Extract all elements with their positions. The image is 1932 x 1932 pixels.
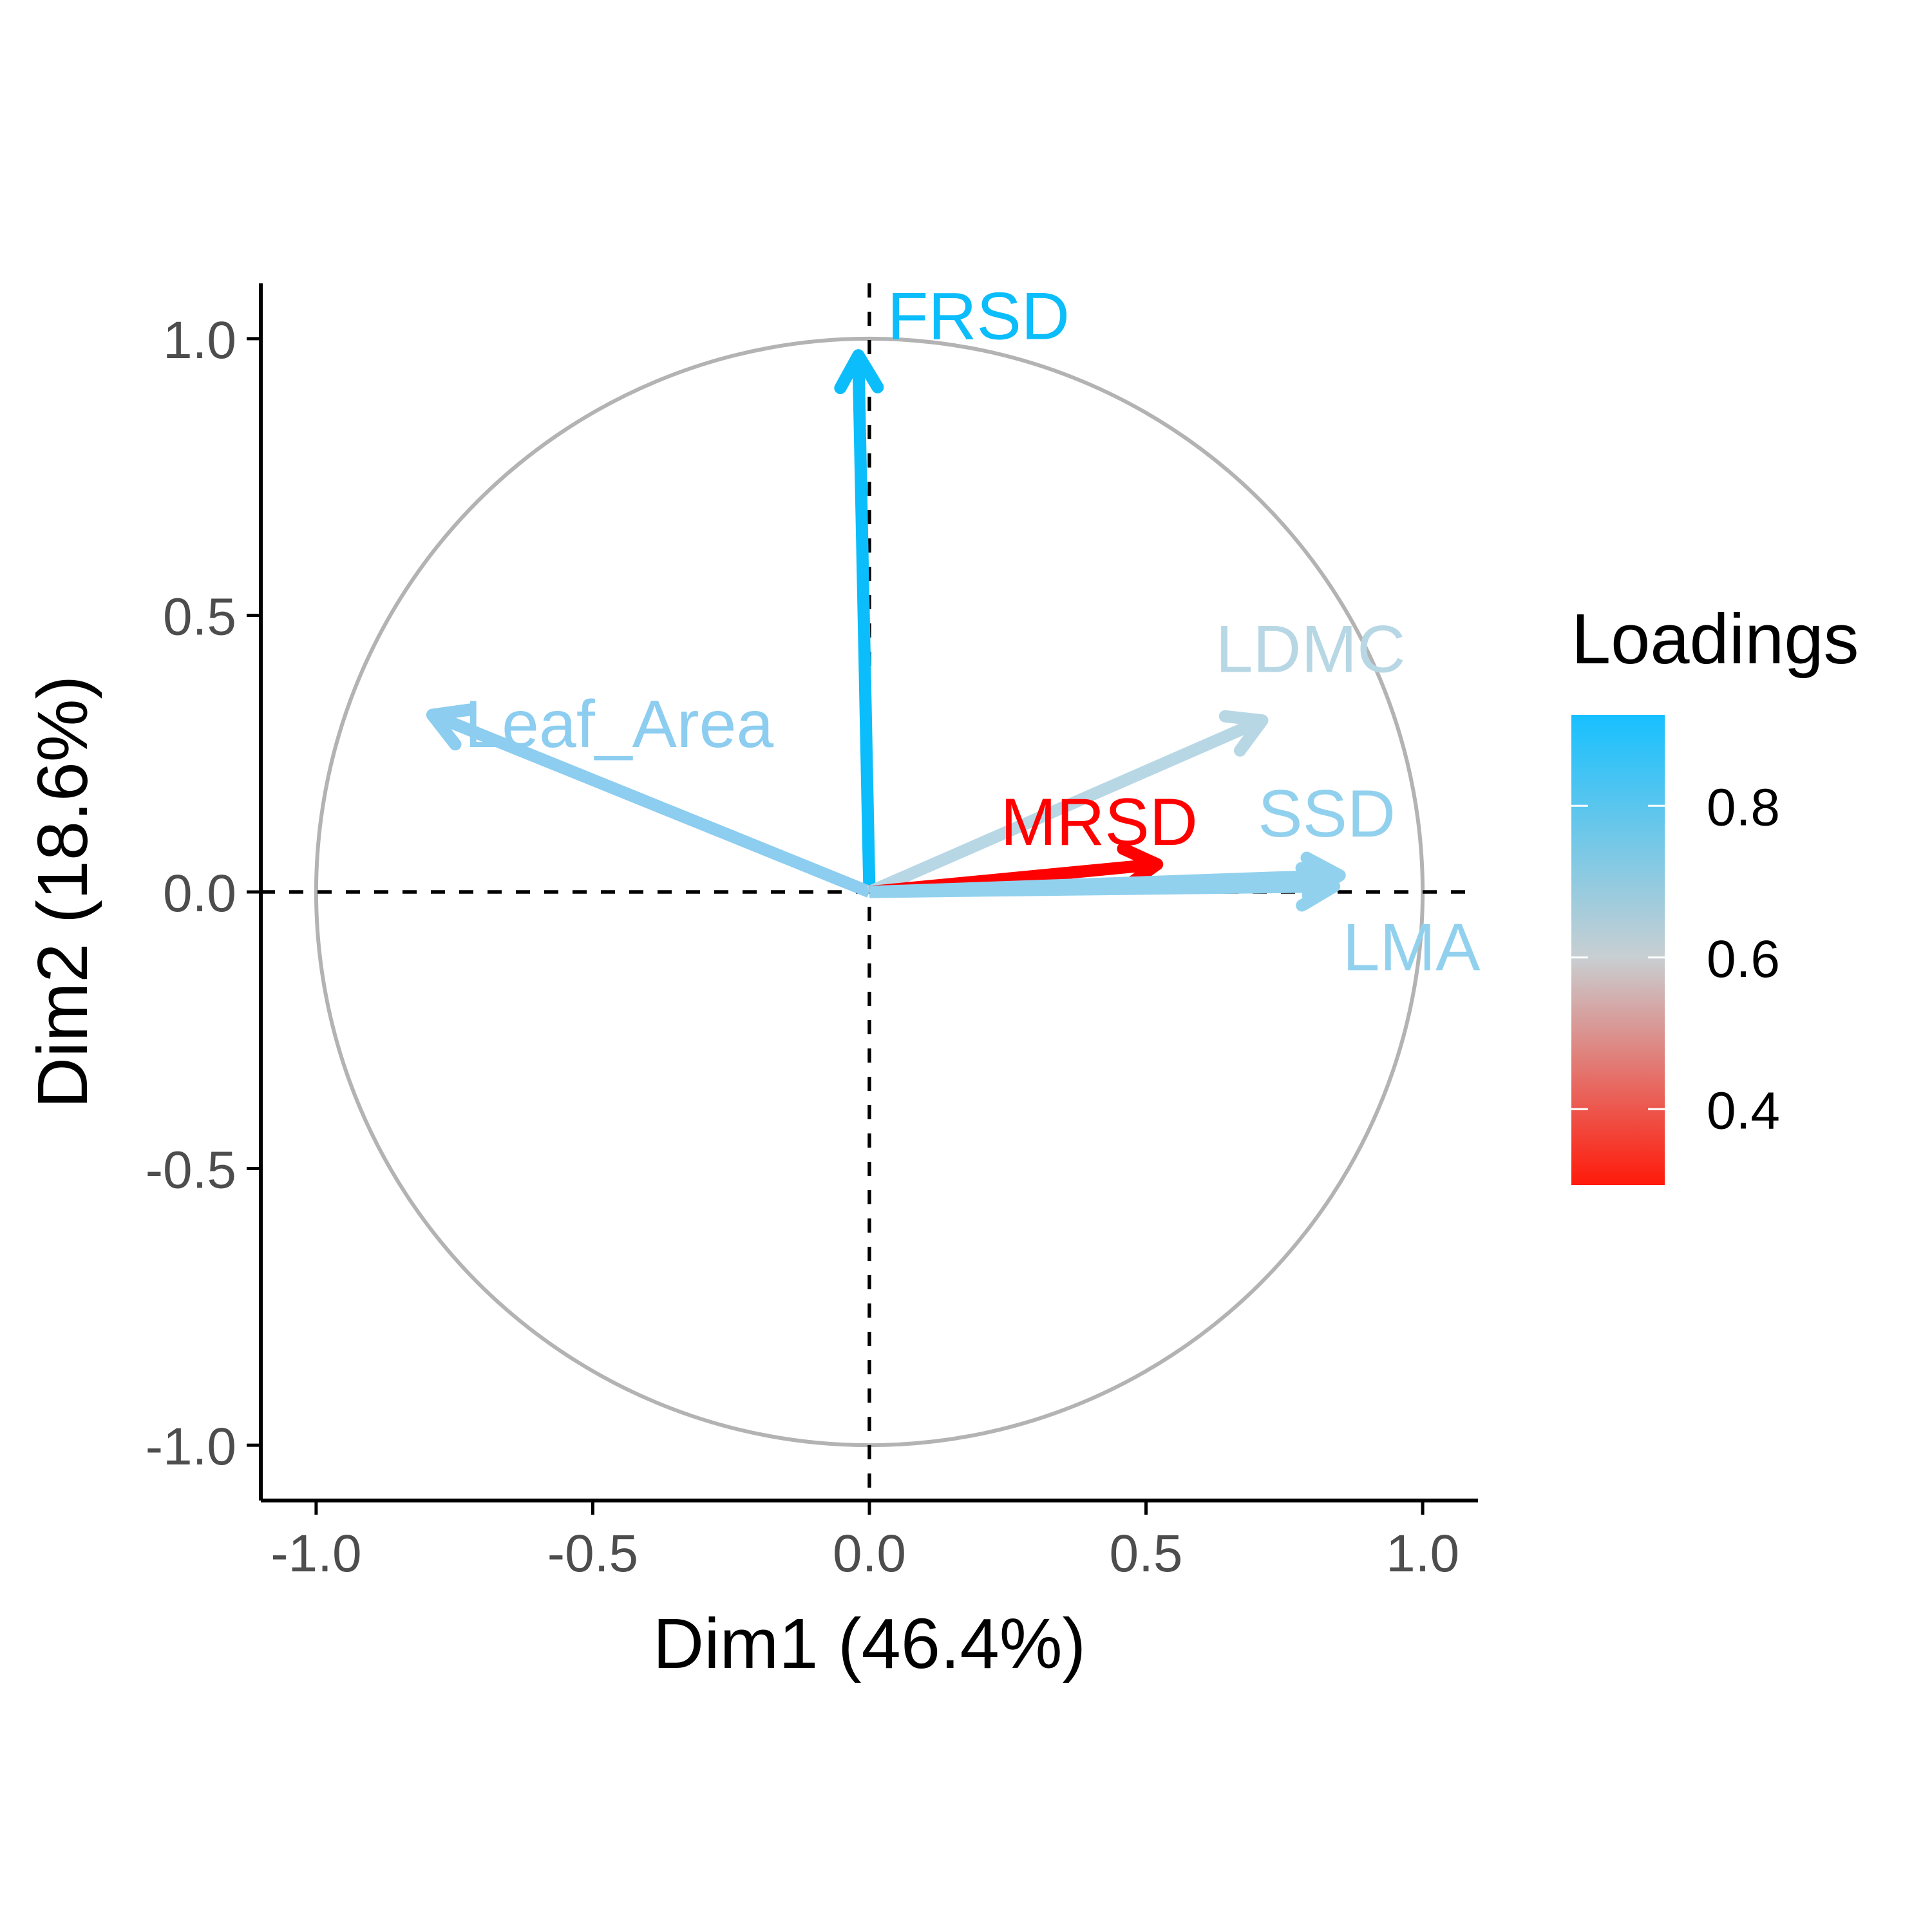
legend-colorbar — [1571, 715, 1665, 1185]
y-axis-title: Dim2 (18.6%) — [23, 676, 102, 1108]
x-axis-title: Dim1 (46.4%) — [653, 1604, 1086, 1683]
arrow-head — [834, 349, 884, 394]
variable-label: MRSD — [1001, 785, 1198, 860]
variable-lma: LMA — [869, 862, 1481, 985]
arrow-shaft — [430, 709, 872, 898]
y-tick-label: 0.5 — [163, 587, 236, 646]
y-tick-label: 0.0 — [163, 864, 236, 923]
y-tick-label: -0.5 — [146, 1141, 236, 1200]
x-axis: -1.0 -0.5 0.0 0.5 1.0 Dim1 (46.4%) — [261, 1499, 1478, 1683]
y-axis: -1.0 -0.5 0.0 0.5 1.0 Dim2 (18.6%) — [23, 283, 263, 1501]
y-tick-label: 1.0 — [163, 311, 236, 370]
variable-label: FRSD — [887, 279, 1070, 354]
arrow-head — [1295, 862, 1341, 912]
variable-leaf-area: Leaf_Area — [426, 687, 872, 898]
variable-label: Leaf_Area — [464, 687, 773, 762]
x-tick-label: 1.0 — [1386, 1524, 1459, 1583]
x-tick-label: -0.5 — [547, 1524, 638, 1583]
arrow-shaft — [852, 355, 876, 893]
arrow-shaft — [869, 880, 1334, 898]
x-tick-label: 0.0 — [833, 1524, 906, 1583]
x-tick-label: 0.5 — [1110, 1524, 1183, 1583]
legend-title: Loadings — [1571, 600, 1859, 679]
y-tick-label: -1.0 — [146, 1417, 236, 1476]
legend-tick-label: 0.4 — [1707, 1081, 1780, 1140]
variable-label: LDMC — [1216, 612, 1406, 687]
legend: Loadings 0.4 0.6 0.8 — [1571, 600, 1859, 1185]
legend-tick-label: 0.6 — [1707, 930, 1780, 989]
arrow-head — [426, 703, 476, 751]
legend-tick-label: 0.8 — [1707, 778, 1780, 837]
arrow-head — [1218, 710, 1269, 757]
arrow-shaft — [867, 714, 1265, 898]
variable-label: LMA — [1343, 910, 1481, 985]
variable-ldmc: LDMC — [867, 612, 1406, 898]
plot-panel: FRSD Leaf_Area LDMC MRSD SSD LMA — [261, 279, 1481, 1501]
variable-frsd: FRSD — [834, 279, 1070, 893]
variable-label: SSD — [1258, 777, 1396, 851]
x-tick-label: -1.0 — [270, 1524, 361, 1583]
